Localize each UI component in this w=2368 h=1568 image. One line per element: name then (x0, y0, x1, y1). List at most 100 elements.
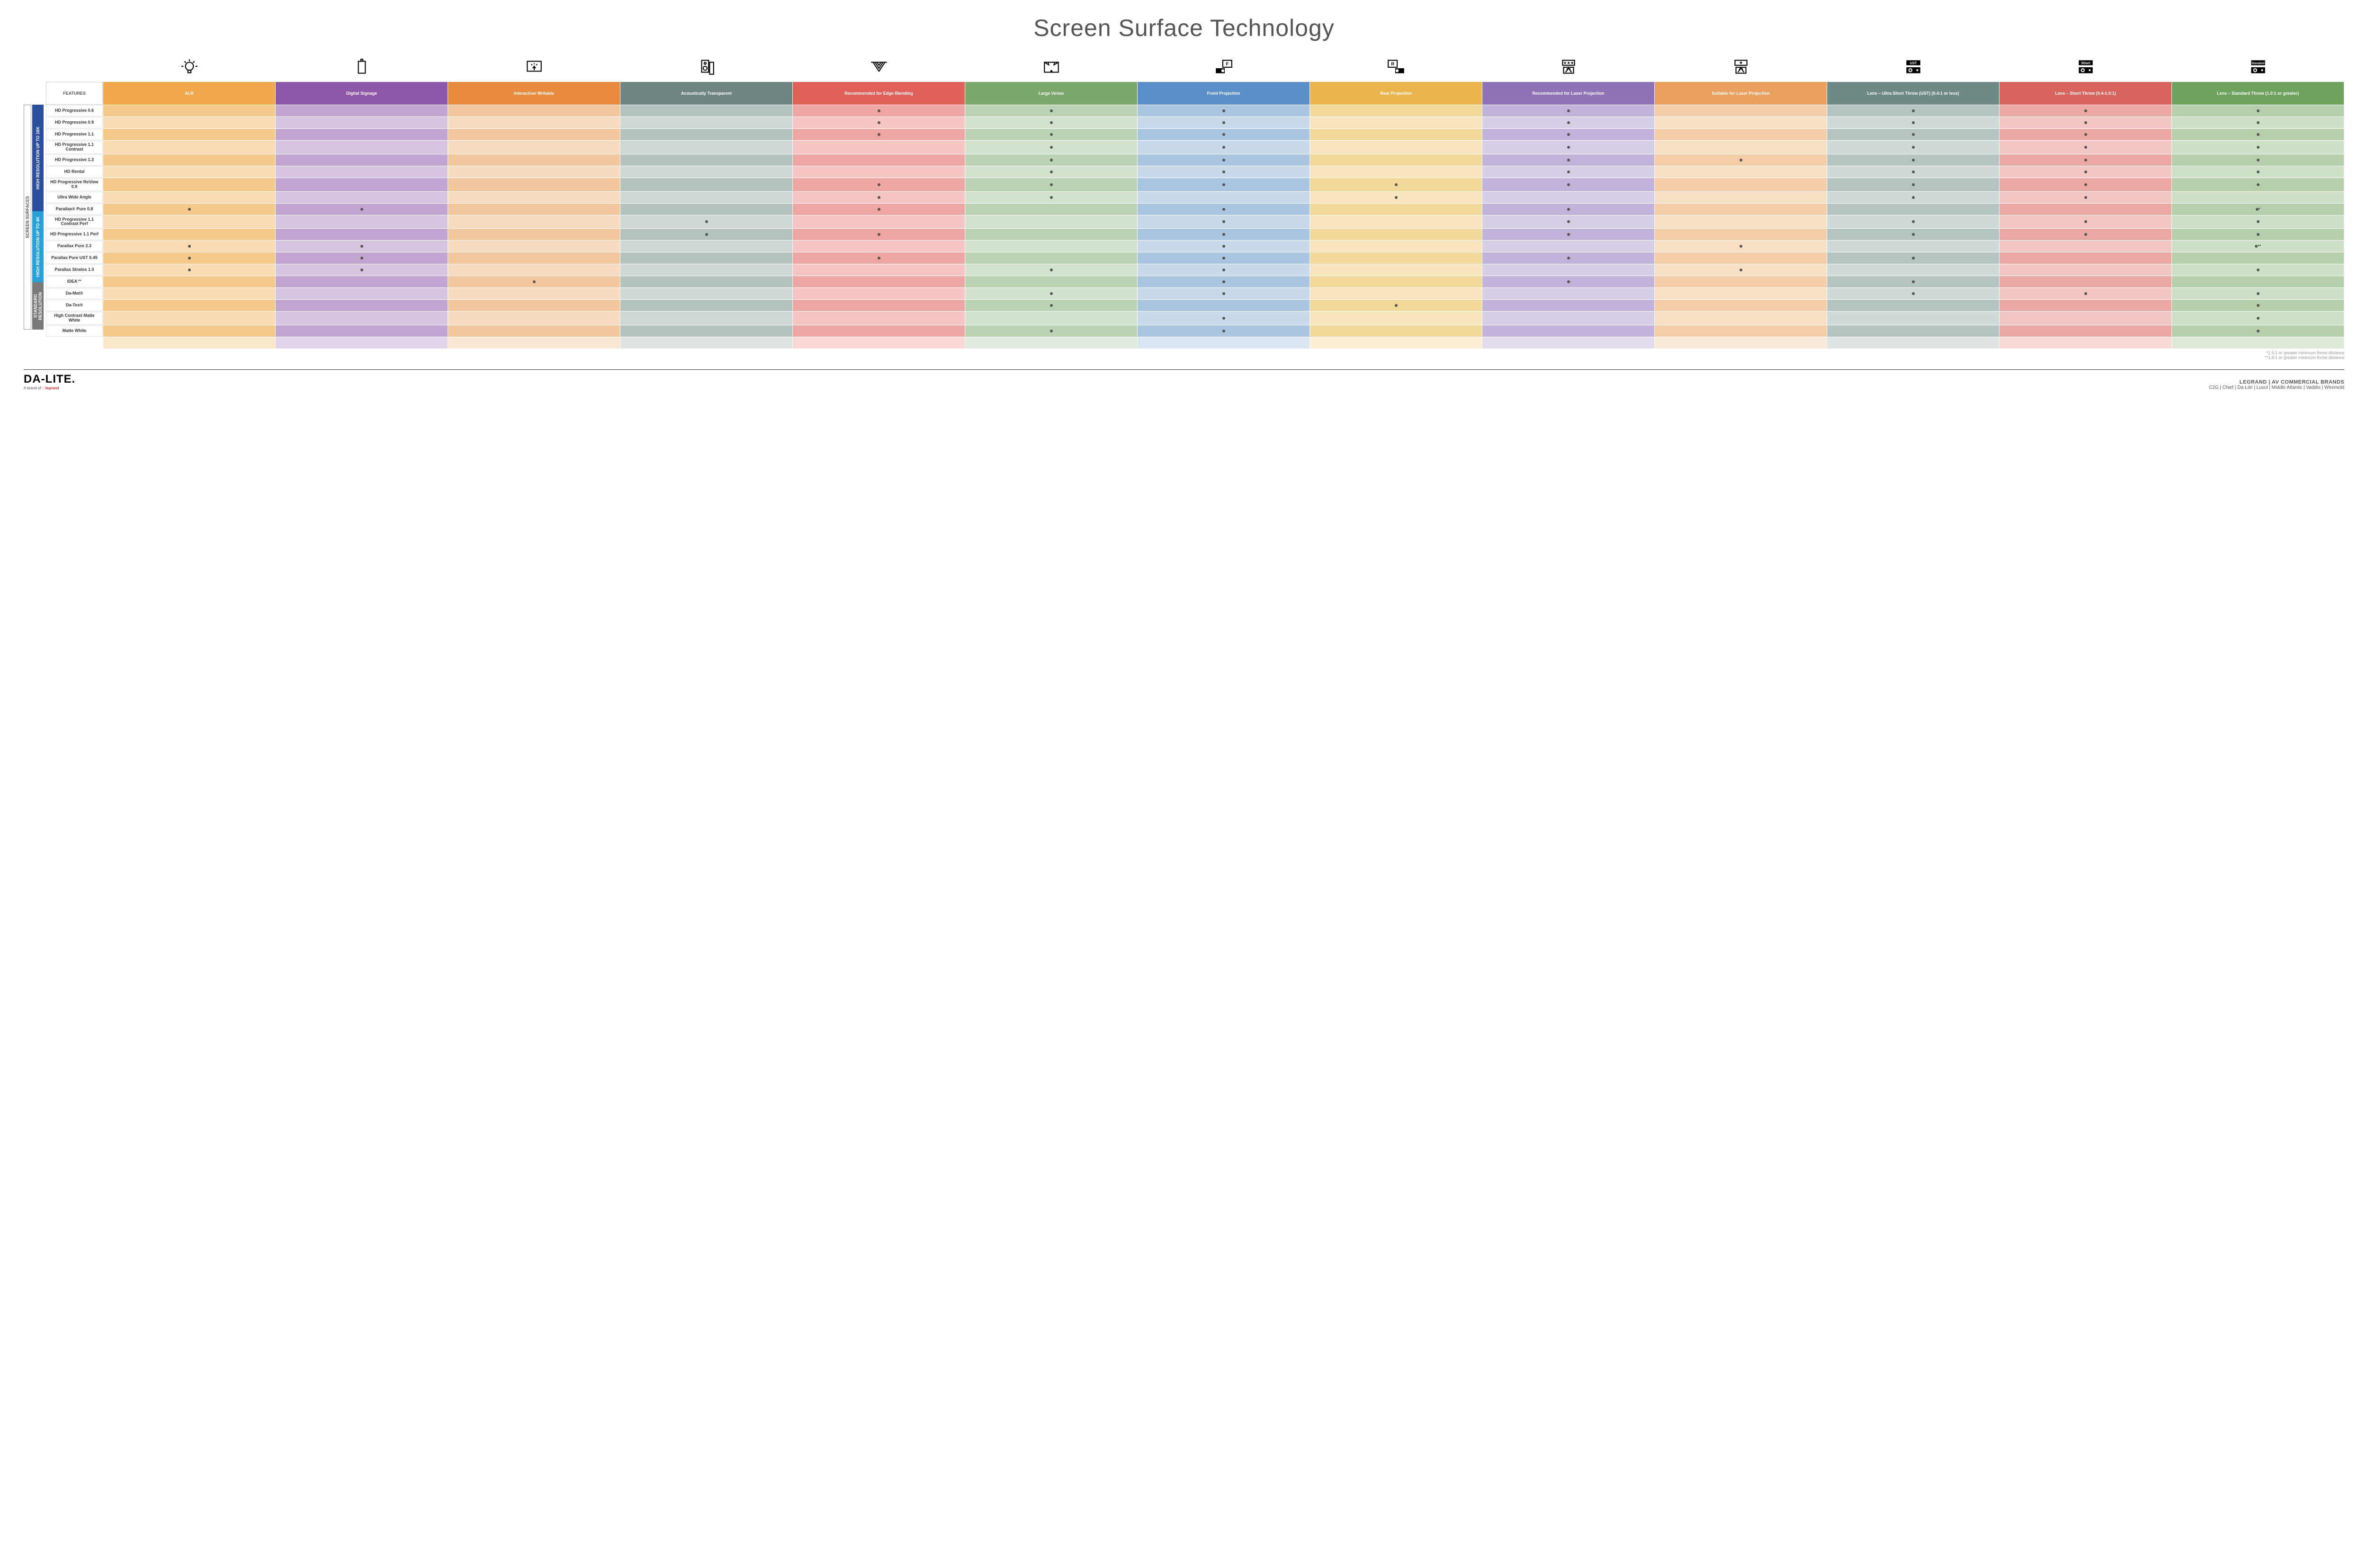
cell-alr (103, 325, 275, 337)
logo: DA-LITE. (24, 373, 75, 386)
cell-reclaser (1482, 264, 1654, 276)
cell-alr (103, 300, 275, 311)
cell-edge (793, 178, 965, 191)
cell-ac (620, 252, 792, 264)
cell-reclaser (1482, 241, 1654, 252)
cell-short (2000, 129, 2171, 140)
cell-reclaser (1482, 300, 1654, 311)
cell-ust (1827, 166, 1999, 178)
group-label-g2: HIGH RESOLUTION UP TO 4K (32, 211, 44, 282)
table-row: Da-Tex® (46, 300, 2344, 311)
cell-alr (103, 288, 275, 299)
cell-reclaser (1482, 312, 1654, 325)
cell-edge (793, 325, 965, 337)
cell-ac (620, 276, 792, 287)
row-label: HD Progressive 1.3 (46, 154, 103, 166)
cell-edge (793, 154, 965, 166)
cell-ust (1827, 241, 1999, 252)
cell-front (1138, 117, 1310, 128)
cell-reclaser (1482, 204, 1654, 215)
cell-alr (103, 276, 275, 287)
row-label: HD Progressive 1.1 Perf (46, 229, 103, 240)
cell-rear (1310, 192, 1482, 203)
cell-ac (620, 129, 792, 140)
cell-alr (103, 264, 275, 276)
rear-icon: R (1310, 54, 1482, 81)
cell-ust (1827, 288, 1999, 299)
cell-alr (103, 215, 275, 229)
cell-front (1138, 204, 1310, 215)
cell-reclaser (1482, 276, 1654, 287)
col-header-short: Lens – Short Throw (0.4-1.0:1) (2000, 82, 2171, 105)
cell-front (1138, 325, 1310, 337)
touch-icon (448, 54, 620, 81)
table-row: HD Progressive 1.1 (46, 129, 2344, 140)
cell-suitlaser (1655, 129, 1827, 140)
cell-front (1138, 166, 1310, 178)
cell-std (2172, 264, 2344, 276)
table-row: HD Progressive 1.1 Perf (46, 229, 2344, 240)
laser-suit-icon: ★ (1655, 54, 1827, 81)
cell-std (2172, 178, 2344, 191)
table-row: HD Progressive 1.1 Contrast (46, 141, 2344, 154)
cell-front (1138, 264, 1310, 276)
cell-large (965, 312, 1137, 325)
cell-alr (103, 204, 275, 215)
row-label: Parallax Pure UST 0.45 (46, 252, 103, 264)
cell-short (2000, 215, 2171, 229)
cell-reclaser (1482, 178, 1654, 191)
cell-edge (793, 204, 965, 215)
row-label: Parallax Stratos 1.0 (46, 264, 103, 276)
cell-edge (793, 192, 965, 203)
cell-sig (276, 276, 448, 287)
cell-ust (1827, 276, 1999, 287)
row-label: HD Progressive 1.1 Contrast (46, 141, 103, 154)
comparison-table: FR★★★★USTShortStandardFEATURESALRDigital… (45, 54, 2344, 349)
cell-ust (1827, 117, 1999, 128)
col-header-front: Front Projection (1138, 82, 1310, 105)
cell-ac (620, 312, 792, 325)
cell-sig (276, 141, 448, 154)
cell-edge (793, 117, 965, 128)
cell-reclaser (1482, 141, 1654, 154)
cell-sig (276, 154, 448, 166)
cell-int (448, 117, 620, 128)
cell-ac (620, 288, 792, 299)
cell-suitlaser (1655, 229, 1827, 240)
cell-alr (103, 129, 275, 140)
table-row: Da-Mat® (46, 288, 2344, 299)
cell-alr (103, 117, 275, 128)
table-row: Parallax Pure UST 0.45 (46, 252, 2344, 264)
cell-ust (1827, 229, 1999, 240)
cell-large (965, 288, 1137, 299)
cell-ust (1827, 252, 1999, 264)
cell-int (448, 229, 620, 240)
cell-suitlaser (1655, 325, 1827, 337)
cell-ust (1827, 204, 1999, 215)
svg-text:F: F (1226, 62, 1229, 67)
cell-alr (103, 166, 275, 178)
cell-std (2172, 229, 2344, 240)
cell-ac (620, 154, 792, 166)
cell-ac (620, 215, 792, 229)
logo-subtitle: A brand of □ legrand (24, 386, 75, 390)
table-row: HD Progressive 0.6 (46, 105, 2344, 116)
cell-suitlaser (1655, 117, 1827, 128)
col-header-suitlaser: Suitable for Laser Projection (1655, 82, 1827, 105)
cell-reclaser (1482, 129, 1654, 140)
cell-std (2172, 276, 2344, 287)
cell-sig (276, 192, 448, 203)
cell-reclaser (1482, 229, 1654, 240)
cell-ust (1827, 192, 1999, 203)
cell-sig (276, 241, 448, 252)
col-header-std: Lens – Standard Throw (1.0:1 or greater) (2172, 82, 2344, 105)
venue-icon (965, 54, 1137, 81)
cell-ac (620, 241, 792, 252)
cell-sig (276, 229, 448, 240)
laser-rec-icon: ★★★ (1482, 54, 1654, 81)
cell-rear (1310, 105, 1482, 116)
table-row: HD Progressive 0.9 (46, 117, 2344, 128)
cell-suitlaser (1655, 252, 1827, 264)
cell-rear (1310, 141, 1482, 154)
cell-edge (793, 264, 965, 276)
